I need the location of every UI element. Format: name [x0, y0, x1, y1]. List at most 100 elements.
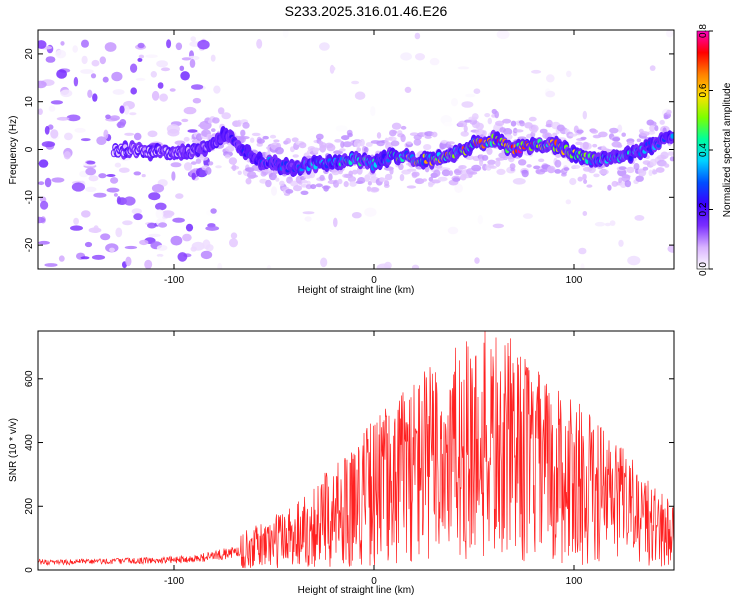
halo-blob: [423, 144, 432, 151]
halo-blob: [301, 180, 308, 184]
noise-blob: [335, 125, 348, 132]
snr-frame: [37, 330, 675, 571]
halo-blob: [660, 151, 669, 159]
noise-blob: [163, 214, 173, 219]
colorbar-ticks: 0.0 0.2 0.4 0.6 0.8: [698, 24, 713, 276]
noise-blob: [147, 130, 158, 138]
noise-blob: [229, 238, 238, 248]
noise-blob: [617, 124, 623, 133]
halo-blob: [376, 132, 382, 139]
noise-blob: [81, 39, 89, 48]
noise-blob: [202, 239, 211, 250]
halo-blob: [654, 125, 659, 132]
halo-blob: [400, 125, 407, 130]
noise-blob: [63, 151, 71, 160]
noise-blob: [648, 130, 656, 135]
noise-blob: [60, 41, 65, 46]
noise-blob: [175, 42, 183, 51]
noise-blob: [192, 97, 202, 104]
halo-blob: [285, 137, 291, 144]
halo-blob: [503, 128, 513, 136]
noise-blob: [609, 220, 616, 226]
halo-blob: [339, 148, 346, 152]
halo-blob: [251, 132, 261, 137]
halo-blob: [649, 124, 656, 132]
noise-blob: [477, 215, 483, 225]
noise-blob: [106, 174, 116, 177]
halo-blob: [638, 169, 647, 177]
halo-blob: [618, 166, 627, 170]
noise-blob: [190, 246, 197, 252]
halo-blob: [353, 139, 362, 148]
halo-blob: [392, 130, 398, 135]
halo-blob: [310, 184, 317, 190]
halo-blob: [616, 143, 623, 148]
halo-blob: [452, 177, 461, 182]
noise-blob: [145, 54, 158, 58]
noise-blob: [191, 84, 204, 90]
halo-blob: [510, 167, 515, 172]
noise-blob: [147, 222, 157, 229]
halo-blob: [365, 142, 373, 147]
halo-blob: [406, 141, 412, 145]
halo-blob: [569, 177, 577, 186]
halo-blob: [274, 147, 284, 155]
noise-blob: [56, 116, 70, 121]
halo-blob: [208, 161, 214, 166]
noise-blob: [182, 233, 192, 242]
noise-blob: [580, 263, 585, 269]
halo-blob: [232, 164, 237, 172]
noise-blob: [179, 65, 185, 72]
noise-blob: [90, 73, 97, 79]
halo-blob: [587, 165, 596, 174]
noise-blob: [190, 36, 196, 42]
noise-blob: [266, 265, 272, 269]
noise-blob: [189, 58, 196, 68]
halo-blob: [348, 170, 354, 177]
halo-blob: [357, 177, 366, 184]
halo-blob: [598, 169, 609, 175]
noise-blob: [109, 115, 121, 121]
halo-blob: [217, 107, 225, 115]
halo-blob: [279, 180, 285, 187]
noise-blob: [649, 65, 656, 71]
noise-blob: [106, 187, 120, 193]
noise-blob: [201, 30, 212, 35]
noise-blob: [156, 60, 169, 68]
noise-blob: [496, 30, 510, 40]
noise-blob: [414, 32, 421, 40]
halo-blob: [356, 147, 362, 153]
noise-blob: [38, 80, 47, 89]
noise-blob: [429, 57, 440, 66]
noise-blob: [183, 106, 197, 115]
noise-blob: [215, 165, 222, 169]
noise-blob: [100, 233, 111, 241]
noise-blob: [137, 42, 145, 49]
noise-blob: [72, 45, 78, 53]
noise-blob: [354, 91, 366, 100]
halo-blob: [411, 171, 420, 177]
noise-blob: [183, 136, 190, 142]
noise-blob: [150, 71, 157, 78]
noise-blob: [133, 171, 142, 176]
halo-blob: [387, 136, 397, 141]
ridge-core: [670, 133, 674, 139]
halo-blob: [424, 131, 434, 137]
halo-blob: [465, 155, 475, 161]
y-tick-label: 600: [24, 370, 35, 387]
halo-blob: [248, 174, 259, 178]
halo-blob: [621, 174, 631, 183]
noise-blob: [181, 118, 189, 123]
noise-blob: [38, 240, 50, 245]
noise-blob: [125, 256, 132, 267]
colorbar: 0.0 0.2 0.4 0.6 0.8 Normalized spectral ampl…: [696, 24, 733, 276]
x-tick-label: 0: [371, 275, 377, 286]
halo-blob: [422, 178, 427, 182]
halo-blob: [545, 123, 553, 128]
halo-blob: [656, 159, 667, 167]
spectrogram-marks: [38, 30, 674, 269]
halo-blob: [341, 135, 350, 141]
halo-blob: [593, 173, 600, 178]
noise-blob: [667, 244, 674, 253]
